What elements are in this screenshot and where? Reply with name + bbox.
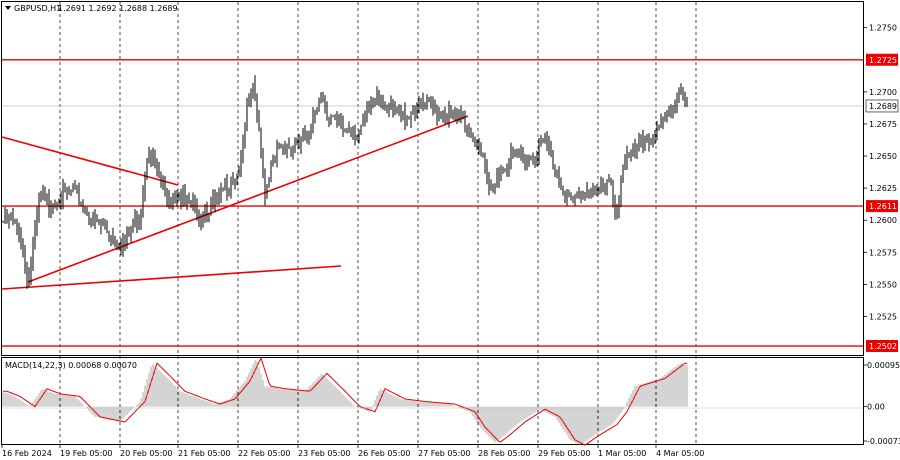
macd-y-tick-label: -0.00073: [867, 437, 900, 446]
y-tick-label: 1.2600: [869, 216, 897, 225]
price-label-box: [865, 99, 899, 113]
x-tick-label: 16 Feb 2024: [2, 449, 52, 458]
macd-panel: [1, 357, 864, 445]
x-tick-label: 29 Feb 05:00: [538, 449, 590, 458]
main-panel: [1, 1, 864, 356]
symbol-label: GBPUSD,H1: [14, 4, 61, 13]
x-tick-label: 21 Feb 05:00: [178, 449, 230, 458]
y-tick-label: 1.2611: [869, 202, 897, 211]
x-tick-label: 26 Feb 05:00: [358, 449, 410, 458]
price-label-box: [866, 200, 898, 213]
rising-support-trendline: [27, 115, 469, 283]
y-tick-label: 1.2550: [869, 280, 897, 289]
descending-trendline: [1, 136, 179, 186]
y-tick-label: 1.2575: [869, 248, 897, 257]
ohlc-label: 1.2691 1.2692 1.2688 1.2689: [58, 4, 178, 13]
x-tick-label: 4 Mar 05:00: [656, 449, 704, 458]
price-bars: [2, 75, 688, 289]
macd-signal-line: [3, 356, 688, 446]
x-tick-label: 28 Feb 05:00: [478, 449, 530, 458]
y-tick-label: 1.2650: [869, 152, 897, 161]
price-label-box: [866, 53, 898, 66]
x-tick-label: 20 Feb 05:00: [120, 449, 172, 458]
macd-y-tick-label: 0.00: [867, 403, 885, 412]
symbol-dropdown-icon[interactable]: [5, 6, 11, 10]
vertical-grid: [59, 2, 697, 444]
y-tick-label: 1.2502: [869, 342, 897, 351]
y-tick-label: 1.2750: [869, 24, 897, 33]
x-tick-label: 1 Mar 05:00: [598, 449, 646, 458]
y-tick-label: 1.2689: [869, 102, 897, 111]
x-tick-label: 27 Feb 05:00: [418, 449, 470, 458]
y-tick-label: 1.2700: [869, 88, 897, 97]
x-tick-label: 22 Feb 05:00: [238, 449, 290, 458]
y-tick-label: 1.2525: [869, 312, 897, 321]
x-tick-label: 23 Feb 05:00: [298, 449, 350, 458]
x-tick-label: 19 Feb 05:00: [60, 449, 112, 458]
macd-label: MACD(14,22,3) 0.00068 0.00070: [5, 361, 137, 370]
macd-y-tick-label: 0.00095: [867, 361, 900, 370]
price-axis: 1.2750 1.2725 1.2700 1.2689 1.2675 1.2650 1.26…: [863, 24, 899, 353]
trendlines: [1, 115, 469, 290]
lower-rising-trendline: [1, 265, 342, 290]
time-axis: 16 Feb 2024 19 Feb 05:00 20 Feb 05:00 21 Fe…: [1, 444, 704, 458]
price-label-box: [866, 340, 898, 353]
horizontal-levels: [2, 59, 863, 347]
y-tick-label: 1.2725: [869, 56, 897, 65]
y-tick-label: 1.2675: [869, 120, 897, 129]
macd-axis: 0.00095 0.00 -0.00073: [863, 361, 900, 446]
y-tick-label: 1.2625: [869, 184, 897, 193]
